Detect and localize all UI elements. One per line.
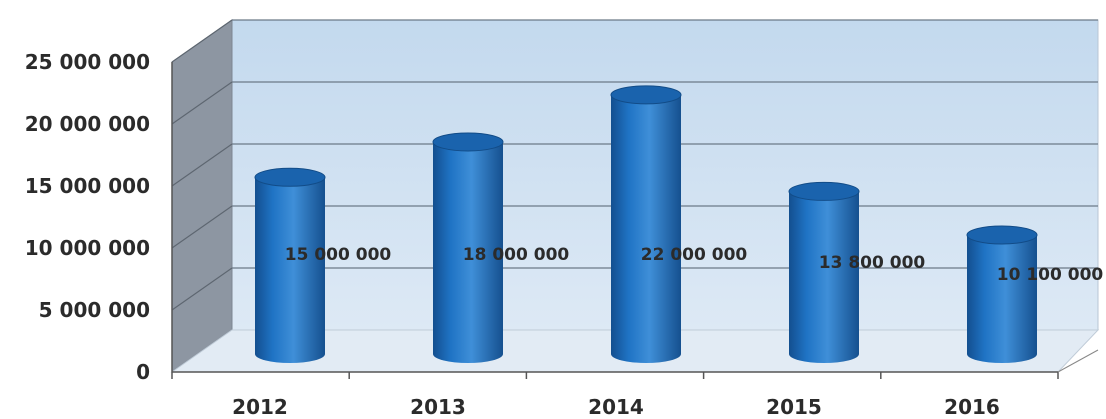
bar-series — [254, 85, 1038, 363]
gridline-side — [171, 205, 233, 249]
y-tick-label: 20 000 000 — [25, 112, 150, 136]
bar-top — [432, 132, 504, 152]
bar-2013 — [432, 132, 504, 363]
x-tick-label: 2015 — [766, 395, 822, 419]
bar-2012 — [254, 167, 326, 363]
floor-edge — [1057, 349, 1099, 373]
data-label: 22 000 000 — [641, 245, 748, 265]
data-label: 13 800 000 — [819, 253, 926, 273]
gridline-side — [171, 143, 233, 187]
data-labels: 15 000 000 18 000 000 22 000 000 13 800 000… — [285, 245, 1104, 285]
bar-top — [254, 167, 326, 187]
data-label: 18 000 000 — [463, 245, 570, 265]
y-tick-label: 5 000 000 — [39, 298, 150, 322]
x-axis: 2012 2013 2014 2015 2016 — [171, 349, 1099, 419]
x-tick-label: 2013 — [410, 395, 466, 419]
data-label: 15 000 000 — [285, 245, 392, 265]
bar-top — [966, 225, 1038, 245]
bar-2016 — [966, 225, 1038, 363]
data-label: 10 100 000 — [997, 265, 1104, 285]
bar-2014 — [610, 85, 682, 363]
y-axis: 0 5 000 000 10 000 000 15 000 000 20 000 000… — [25, 50, 173, 384]
y-tick-label: 0 — [136, 360, 150, 384]
bar-2015 — [788, 181, 860, 363]
y-tick-label: 25 000 000 — [25, 50, 150, 74]
gridline-side — [171, 267, 233, 311]
bar-top — [610, 85, 682, 105]
gridline-side — [171, 81, 233, 125]
y-tick-label: 10 000 000 — [25, 236, 150, 260]
x-tick-label: 2012 — [232, 395, 288, 419]
side-wall — [171, 19, 233, 373]
x-tick-label: 2014 — [588, 395, 644, 419]
bar-top — [788, 181, 860, 201]
bar-body — [789, 191, 859, 363]
bar-body — [967, 235, 1037, 363]
bar-body — [255, 177, 325, 363]
bar-body — [611, 94, 681, 363]
y-tick-label: 15 000 000 — [25, 174, 150, 198]
bar-body — [433, 141, 503, 363]
gridline-side — [171, 19, 233, 63]
x-tick-label: 2016 — [944, 395, 1000, 419]
